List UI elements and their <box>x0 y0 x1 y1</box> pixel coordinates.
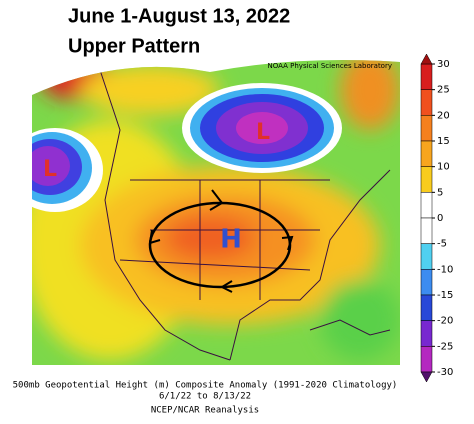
tick-label: -15 <box>437 290 453 301</box>
pressure-label: L <box>256 120 270 145</box>
tick-label: 30 <box>437 59 450 70</box>
tick-label: 20 <box>437 110 450 121</box>
tick-label: -10 <box>437 264 453 275</box>
subtitle: Upper Pattern <box>68 35 200 57</box>
color-band <box>420 217 433 244</box>
caption: 500mb Geopotential Height (m) Composite … <box>13 381 398 391</box>
tick-label: -30 <box>437 367 453 378</box>
color-band <box>420 140 433 167</box>
tick-label: 0 <box>437 213 443 224</box>
color-band <box>420 63 433 90</box>
color-band <box>420 320 433 347</box>
color-band <box>420 89 433 116</box>
map <box>32 59 400 365</box>
tick-label: 5 <box>437 187 443 198</box>
tick-label: -5 <box>437 239 447 250</box>
flow-arrows <box>148 189 294 293</box>
caption: NCEP/NCAR Reanalysis <box>151 406 259 416</box>
tick-label: -25 <box>437 341 453 352</box>
tick-label: 25 <box>437 85 450 96</box>
color-band <box>420 192 433 219</box>
pressure-label: L <box>43 157 57 182</box>
colorbar: 30 25 20 15 10 5 0 -5 -10 -15 -20 -25 -30 <box>420 53 453 383</box>
map-credit: NOAA Physical Sciences Laboratory <box>268 62 392 70</box>
tick-label: 10 <box>437 162 450 173</box>
color-band <box>420 346 433 373</box>
tick-label: -20 <box>437 316 453 327</box>
colorbar-end <box>420 371 433 383</box>
tick-label: 15 <box>437 136 450 147</box>
colorbar-end <box>420 53 433 65</box>
color-band <box>420 269 433 296</box>
color-band <box>420 243 433 270</box>
color-band <box>420 166 433 193</box>
color-band <box>420 115 433 142</box>
color-band <box>420 294 433 321</box>
title: June 1-August 13, 2022 <box>68 5 290 27</box>
caption: 6/1/22 to 8/13/22 <box>159 392 251 402</box>
pressure-label: H <box>220 225 242 255</box>
